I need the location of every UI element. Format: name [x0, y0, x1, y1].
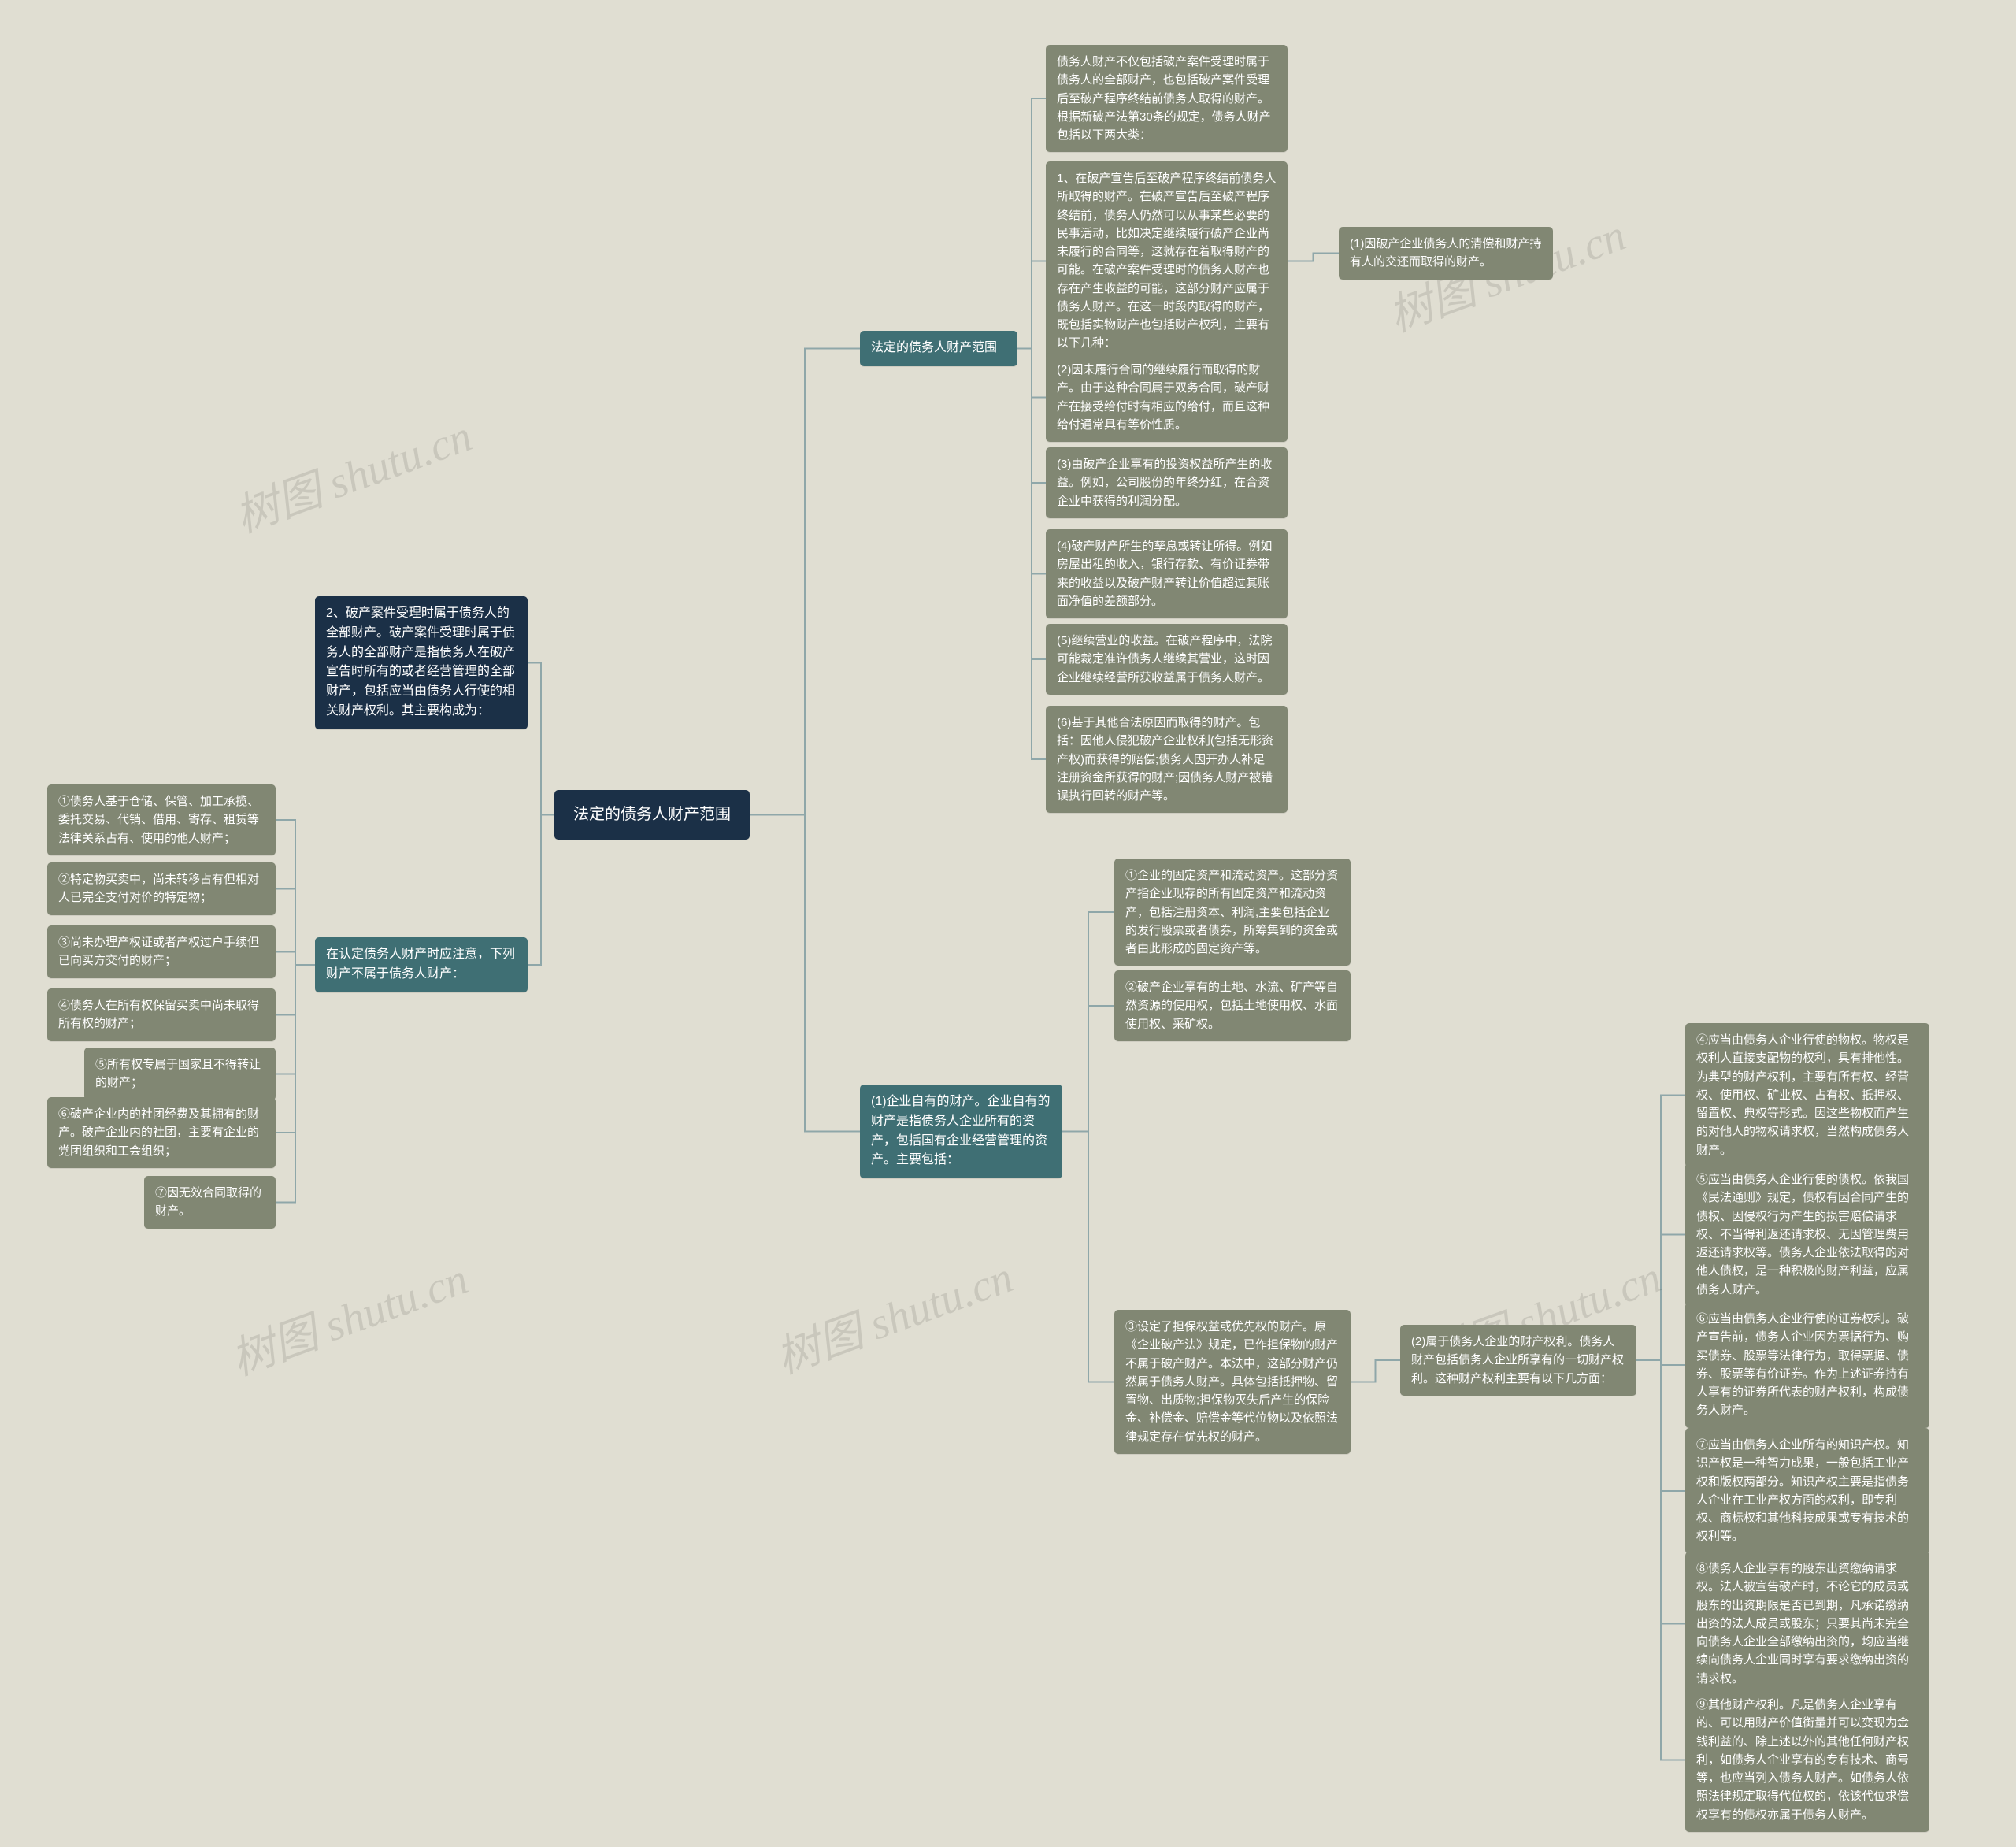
leaf-node: ⑤所有权专属于国家且不得转让的财产；: [84, 1048, 276, 1100]
leaf-node: ③尚未办理产权证或者产权过户手续但已向买方交付的财产；: [47, 925, 276, 978]
leaf-node: ④应当由债务人企业行使的物权。物权是权利人直接支配物的权利，具有排他性。为典型的…: [1685, 1023, 1929, 1167]
leaf-node: (6)基于其他合法原因而取得的财产。包括：因他人侵犯破产企业权利(包括无形资产权…: [1046, 706, 1288, 813]
leaf-node: ⑦因无效合同取得的财产。: [144, 1176, 276, 1229]
leaf-node: ④债务人在所有权保留买卖中尚未取得所有权的财产；: [47, 988, 276, 1041]
leaf-node: ⑦应当由债务人企业所有的知识产权。知识产权是一种智力成果，一般包括工业产权和版权…: [1685, 1428, 1929, 1554]
leaf-node: ⑤应当由债务人企业行使的债权。依我国《民法通则》规定，债权有因合同产生的债权、因…: [1685, 1163, 1929, 1307]
leaf-node: (5)继续营业的收益。在破产程序中，法院可能裁定准许债务人继续其营业，这时因企业…: [1046, 624, 1288, 695]
leaf-node: (1)因破产企业债务人的清偿和财产持有人的交还而取得的财产。: [1339, 227, 1553, 280]
leaf-node: 债务人财产不仅包括破产案件受理时属于债务人的全部财产，也包括破产案件受理后至破产…: [1046, 45, 1288, 152]
branch-node: 在认定债务人财产时应注意，下列财产不属于债务人财产：: [315, 937, 528, 992]
leaf-node: ⑥破产企业内的社团经费及其拥有的财产。破产企业内的社团，主要有企业的党团组织和工…: [47, 1097, 276, 1168]
watermark: 树图 shutu.cn: [766, 1242, 1021, 1387]
leaf-node: 1、在破产宣告后至破产程序终结前债务人所取得的财产。在破产宣告后至破产程序终结前…: [1046, 161, 1288, 361]
leaf-node: ⑥应当由债务人企业行使的证券权利。破产宣告前，债务人企业因为票据行为、购买债券、…: [1685, 1302, 1929, 1428]
leaf-node: (4)破产财产所生的孳息或转让所得。例如房屋出租的收入，银行存款、有价证券带来的…: [1046, 529, 1288, 618]
watermark: 树图 shutu.cn: [225, 401, 480, 546]
root-node: 法定的债务人财产范围: [554, 790, 750, 840]
leaf-node: (2)属于债务人企业的财产权利。债务人财产包括债务人企业所享有的一切财产权利。这…: [1400, 1325, 1636, 1396]
branch-node: (1)企业自有的财产。企业自有的财产是指债务人企业所有的资产，包括国有企业经营管…: [860, 1085, 1062, 1178]
branch-node: 法定的债务人财产范围: [860, 331, 1017, 366]
leaf-node: (2)因未履行合同的继续履行而取得的财产。由于这种合同属于双务合同，破产财产在接…: [1046, 353, 1288, 442]
leaf-node: ⑨其他财产权利。凡是债务人企业享有的、可以用财产价值衡量并可以变现为金钱利益的、…: [1685, 1688, 1929, 1832]
leaf-node: ①债务人基于仓储、保管、加工承揽、委托交易、代销、借用、寄存、租赁等法律关系占有…: [47, 784, 276, 855]
leaf-node: (3)由破产企业享有的投资权益所产生的收益。例如，公司股份的年终分红，在合资企业…: [1046, 447, 1288, 518]
leaf-node: ③设定了担保权益或优先权的财产。原《企业破产法》规定，已作担保物的财产不属于破产…: [1114, 1310, 1351, 1454]
leaf-node: ②特定物买卖中，尚未转移占有但相对人已完全支付对价的特定物；: [47, 862, 276, 915]
leaf-node: ②破产企业享有的土地、水流、矿产等自然资源的使用权，包括土地使用权、水面使用权、…: [1114, 970, 1351, 1041]
leaf-node: ⑧债务人企业享有的股东出资缴纳请求权。法人被宣告破产时，不论它的成员或股东的出资…: [1685, 1552, 1929, 1696]
branch-node: 2、破产案件受理时属于债务人的全部财产。破产案件受理时属于债务人的全部财产是指债…: [315, 596, 528, 729]
leaf-node: ①企业的固定资产和流动资产。这部分资产指企业现存的所有固定资产和流动资产，包括注…: [1114, 859, 1351, 966]
watermark: 树图 shutu.cn: [221, 1244, 476, 1389]
